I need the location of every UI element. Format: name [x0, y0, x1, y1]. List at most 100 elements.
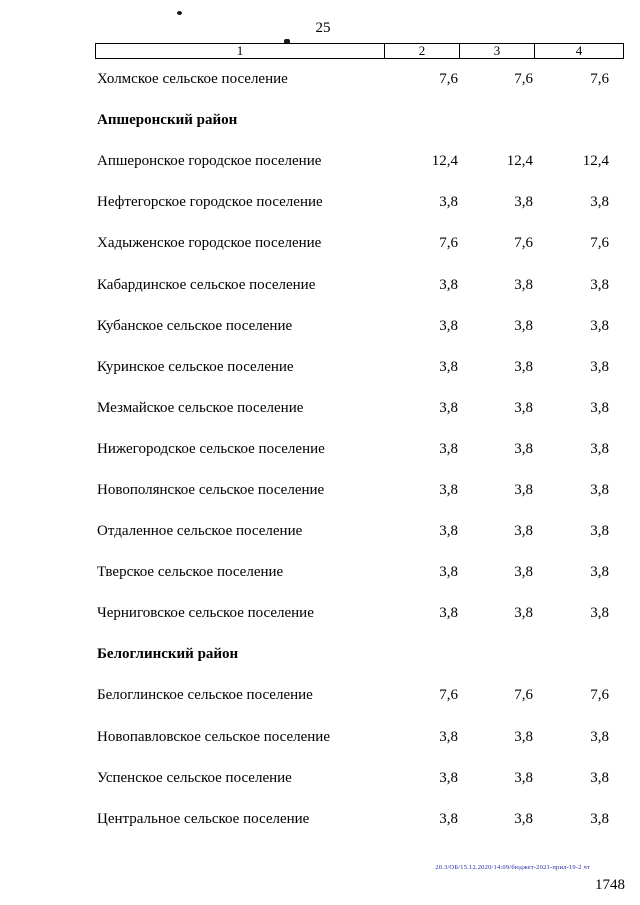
table-row: Нижегородское сельское поселение 3,8 3,8 3,…: [95, 429, 624, 470]
table-row: Куринское сельское поселение 3,8 3,8 3,8: [95, 347, 624, 388]
row-label: Успенское сельское поселение: [97, 769, 292, 786]
row-value: 3,8: [590, 358, 609, 375]
table-row: Хадыженское городское поселение 7,6 7,6 7,6: [95, 223, 624, 264]
row-value: 12,4: [431, 153, 458, 170]
allocation-table: 1 2 3 4 Холмское сельское поселение 7,6 7,…: [95, 43, 624, 840]
column-header-1: 1: [96, 44, 385, 58]
row-value: 3,8: [439, 440, 458, 457]
row-label: Кубанское сельское поселение: [97, 317, 293, 334]
row-value: 3,8: [590, 276, 609, 293]
row-label: Кабардинское сельское поселение: [97, 276, 316, 293]
row-value: 3,8: [439, 523, 458, 540]
section-header-row: Апшеронский район: [95, 100, 624, 141]
table-row: Отдаленное сельское поселение 3,8 3,8 3,8: [95, 511, 624, 552]
row-label: Хадыженское городское поселение: [97, 235, 322, 252]
row-value: 3,8: [590, 194, 609, 211]
row-value: 3,8: [514, 605, 533, 622]
row-value: 12,4: [582, 153, 609, 170]
row-value: 12,4: [506, 153, 533, 170]
row-value: 7,6: [590, 71, 609, 88]
row-value: 3,8: [590, 605, 609, 622]
row-value: 7,6: [439, 71, 458, 88]
row-value: 3,8: [514, 276, 533, 293]
row-label: Новополянское сельское поселение: [97, 481, 325, 498]
table-row: Апшеронское городское поселение 12,4 12,4 1…: [95, 141, 624, 182]
row-label: Белоглинское сельское поселение: [97, 687, 313, 704]
table-row: Холмское сельское поселение 7,6 7,6 7,6: [95, 59, 624, 100]
row-value: 3,8: [514, 358, 533, 375]
row-label: Апшеронское городское поселение: [97, 153, 322, 170]
row-value: 3,8: [590, 481, 609, 498]
row-label: Апшеронский район: [97, 112, 238, 129]
row-value: 7,6: [514, 235, 533, 252]
row-value: 3,8: [514, 317, 533, 334]
table-body: Холмское сельское поселение 7,6 7,6 7,6 Апше…: [95, 59, 624, 840]
section-header-row: Белоглинский район: [95, 634, 624, 675]
page-number-top: 25: [315, 20, 331, 36]
row-value: 3,8: [514, 194, 533, 211]
table-row: Нефтегорское городское поселение 3,8 3,8 3,…: [95, 182, 624, 223]
column-header-2: 2: [385, 44, 460, 58]
column-header-4: 4: [575, 43, 583, 58]
scan-artifact: [177, 11, 182, 15]
row-value: 3,8: [439, 605, 458, 622]
footer-stamp: 20.3/ОБ/15.12.2020/14:09/бюджет-2021-при…: [435, 864, 590, 871]
row-label: Центральное сельское поселение: [97, 810, 310, 827]
scan-artifact: [284, 39, 290, 44]
row-label: Новопавловское сельское поселение: [97, 728, 330, 745]
page-number-bottom: 1748: [595, 877, 625, 893]
row-value: 3,8: [590, 810, 609, 827]
row-label: Холмское сельское поселение: [97, 71, 288, 88]
row-value: 7,6: [439, 235, 458, 252]
row-value: 7,6: [514, 71, 533, 88]
row-label: Черниговское сельское поселение: [97, 605, 314, 622]
row-value: 3,8: [514, 523, 533, 540]
row-value: 3,8: [439, 728, 458, 745]
row-value: 3,8: [439, 358, 458, 375]
table-header-row: 1 2 3 4: [95, 43, 624, 59]
row-value: 3,8: [590, 440, 609, 457]
row-value: 3,8: [439, 317, 458, 334]
column-header-3: 3: [460, 44, 535, 58]
row-value: 3,8: [590, 769, 609, 786]
table-row: Кабардинское сельское поселение 3,8 3,8 3,8: [95, 264, 624, 305]
table-row: Черниговское сельское поселение 3,8 3,8 3,8: [95, 593, 624, 634]
row-value: 7,6: [590, 687, 609, 704]
row-value: 3,8: [514, 564, 533, 581]
table-row: Новополянское сельское поселение 3,8 3,8 3,…: [95, 470, 624, 511]
row-value: 3,8: [590, 523, 609, 540]
row-value: 3,8: [514, 440, 533, 457]
row-label: Мезмайское сельское поселение: [97, 399, 304, 416]
row-value: 3,8: [514, 728, 533, 745]
row-value: 7,6: [514, 687, 533, 704]
row-value: 3,8: [439, 810, 458, 827]
row-value: 3,8: [590, 399, 609, 416]
table-row: Центральное сельское поселение 3,8 3,8 3,8: [95, 799, 624, 840]
row-value: 3,8: [439, 399, 458, 416]
table-row: Белоглинское сельское поселение 7,6 7,6 7,6: [95, 675, 624, 716]
row-value: 3,8: [590, 564, 609, 581]
table-row: Новопавловское сельское поселение 3,8 3,8 3…: [95, 717, 624, 758]
row-label: Нижегородское сельское поселение: [97, 440, 325, 457]
row-value: 3,8: [514, 399, 533, 416]
row-label: Тверское сельское поселение: [97, 564, 284, 581]
row-value: 7,6: [439, 687, 458, 704]
table-row: Успенское сельское поселение 3,8 3,8 3,8: [95, 758, 624, 799]
row-value: 3,8: [590, 317, 609, 334]
row-value: 3,8: [439, 481, 458, 498]
row-value: 3,8: [439, 194, 458, 211]
row-label: Нефтегорское городское поселение: [97, 194, 323, 211]
row-value: 3,8: [590, 728, 609, 745]
row-value: 3,8: [514, 769, 533, 786]
table-row: Кубанское сельское поселение 3,8 3,8 3,8: [95, 306, 624, 347]
row-value: 7,6: [590, 235, 609, 252]
row-value: 3,8: [439, 276, 458, 293]
row-label: Отдаленное сельское поселение: [97, 523, 303, 540]
row-value: 3,8: [439, 564, 458, 581]
row-value: 3,8: [439, 769, 458, 786]
row-value: 3,8: [514, 810, 533, 827]
table-row: Тверское сельское поселение 3,8 3,8 3,8: [95, 552, 624, 593]
row-label: Куринское сельское поселение: [97, 358, 294, 375]
row-value: 3,8: [514, 481, 533, 498]
row-label: Белоглинский район: [97, 646, 239, 663]
